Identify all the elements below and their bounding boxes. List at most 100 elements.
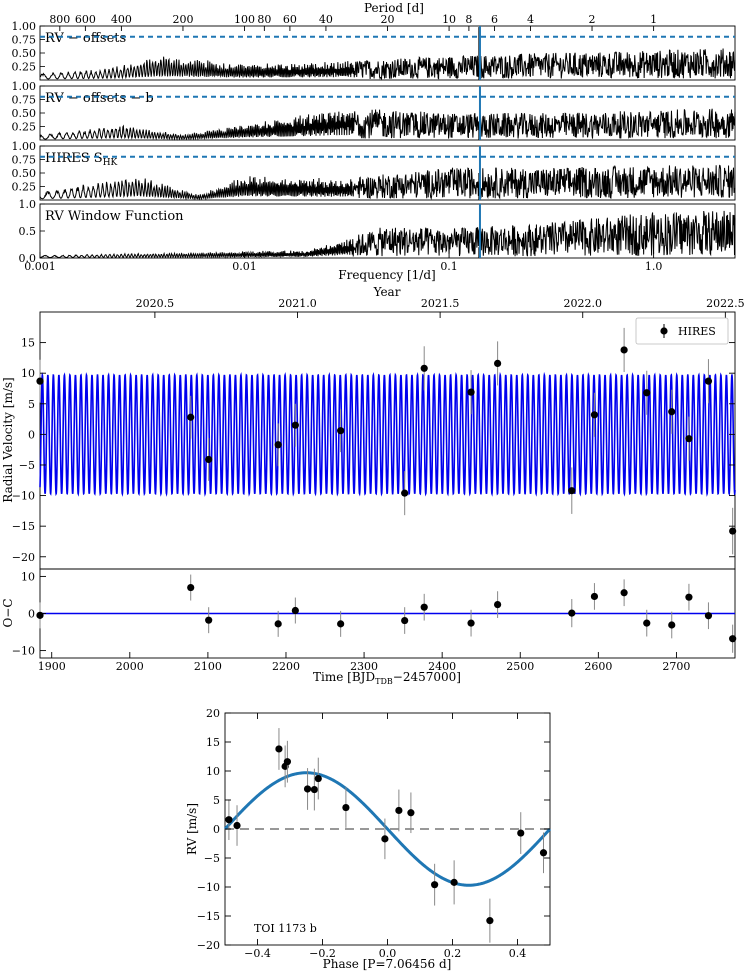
residual-point (494, 601, 502, 609)
y-tick-label: 0.50 (12, 107, 37, 120)
x-tick-label: 0.4 (509, 947, 527, 960)
x-tick-label: 2200 (272, 660, 300, 673)
rv-point (467, 388, 475, 396)
residual-y-axis-ticks: −10 0 10 (12, 570, 46, 658)
y-tick-label: 1.0 (19, 198, 37, 211)
phase-point (407, 809, 415, 817)
period-axis-label: Period [d] (364, 1, 424, 15)
residual-point (401, 616, 409, 625)
x-tick-label: 2500 (506, 660, 534, 673)
y-tick-label: 20 (206, 707, 220, 720)
rv-point (291, 421, 299, 429)
period-tick-label: 400 (111, 13, 132, 26)
keplerian-model-line (39, 371, 736, 497)
residual-point (187, 583, 195, 592)
period-tick-label: 600 (75, 13, 96, 26)
x-tick-label: 0.001 (24, 260, 56, 273)
y-tick-label: −20 (197, 939, 220, 952)
rv-point (36, 377, 44, 385)
x-tick-label: 2600 (584, 660, 612, 673)
periodogram-line (39, 48, 736, 81)
y-tick-label: 15 (21, 337, 35, 350)
phase-point (342, 803, 350, 812)
phase-point (275, 745, 283, 753)
y-tick-label: 0.75 (12, 154, 37, 167)
y-tick-label: −10 (12, 645, 35, 658)
phase-fold-figure: −0.4 −0.2 0.0 0.2 0.4 −20 −15 −10 −5 0 5 10 15 20 TO… (185, 707, 552, 971)
residual-point (568, 609, 576, 617)
phase-point (310, 785, 318, 794)
rv-point (274, 441, 282, 449)
phase-point (283, 758, 291, 766)
panel-label: RV − offsets (45, 31, 126, 46)
period-tick-label: 200 (172, 13, 193, 26)
period-tick-label: 6 (491, 13, 498, 26)
time-axis-label-suffix: −2457000] (393, 670, 461, 684)
period-tick-label: 100 (234, 13, 255, 26)
legend-label: HIRES (678, 325, 716, 338)
y-tick-label: 10 (21, 570, 35, 583)
x-tick-label: 2700 (662, 660, 690, 673)
residual-point (704, 612, 713, 620)
frequency-axis-label: Frequency [1/d] (338, 268, 435, 282)
year-axis-ticks: 2020.5 2021.0 2021.5 2022.0 2022.5 (136, 297, 745, 318)
x-tick-label: 2300 (350, 660, 378, 673)
y-tick-label: 10 (21, 367, 35, 380)
period-tick-label: 80 (257, 13, 271, 26)
y-tick-label: 0.75 (12, 34, 37, 47)
x-tick-label: 1900 (38, 660, 66, 673)
y-tick-label: 0 (28, 428, 35, 441)
x-tick-label: 2100 (194, 660, 222, 673)
period-tick-label: 40 (319, 13, 333, 26)
periodogram-line (39, 108, 736, 141)
rv-point (205, 455, 213, 464)
y-tick-label: −15 (12, 520, 35, 533)
x-tick-label: −0.2 (309, 947, 336, 960)
periodogram-panel-plot: 0.250.500.751.00 (12, 80, 736, 141)
y-tick-label: 1.00 (12, 80, 37, 93)
residual-point (36, 611, 44, 619)
periodogram-line (39, 210, 736, 259)
period-tick-label: 4 (527, 13, 534, 26)
phase-point (314, 774, 322, 783)
rv-point (685, 435, 693, 443)
periodogram-panel-plot: 0.250.500.751.00 (12, 20, 736, 81)
panel-label-main: HIRES S (45, 151, 103, 166)
rv-point (704, 377, 713, 385)
residual-point (590, 592, 599, 601)
phase-annotation: TOI 1173 b (254, 922, 317, 935)
residual-point (337, 620, 345, 628)
year-tick-label: 2021.0 (278, 297, 317, 310)
periodogram-panel-rv-offsets: RV − offsets 0.250.500.751.00 (12, 20, 736, 81)
y-tick-label: 0.0 (19, 252, 37, 265)
panel-label: RV − offsets − b (45, 91, 154, 106)
phase-y-axis-label: RV [m/s] (185, 803, 199, 855)
rv-y-axis-ticks: −20 −15 −10 −5 0 5 10 15 (12, 337, 735, 564)
phase-point (450, 878, 458, 886)
y-tick-label: 0.50 (12, 47, 37, 60)
phase-x-axis-label: Phase [P=7.06456 d] (323, 957, 452, 971)
x-tick-label: 0.01 (232, 260, 257, 273)
y-tick-label: 15 (206, 736, 220, 749)
residual-point (620, 589, 628, 597)
residual-point (685, 593, 693, 601)
x-tick-label: 0.1 (440, 260, 458, 273)
rv-point (337, 427, 345, 435)
x-tick-label: −0.4 (244, 947, 271, 960)
panel-label: RV Window Function (45, 209, 184, 224)
periodogram-panel-rv-offsets-b: RV − offsets − b 0.250.500.751.00 (12, 80, 736, 141)
y-tick-label: 0.25 (12, 61, 37, 74)
rv-point (729, 527, 737, 535)
year-tick-label: 2021.5 (421, 297, 460, 310)
phase-point (233, 821, 241, 830)
y-tick-label: 0.25 (12, 181, 37, 194)
y-tick-label: 5 (213, 794, 220, 807)
phase-point (303, 785, 312, 793)
y-tick-label: 0 (213, 823, 220, 836)
x-tick-label: 2000 (116, 660, 144, 673)
period-tick-label: 60 (283, 13, 297, 26)
residual-point (729, 635, 737, 643)
rv-data-points (36, 327, 737, 555)
period-tick-label: 10 (442, 13, 456, 26)
